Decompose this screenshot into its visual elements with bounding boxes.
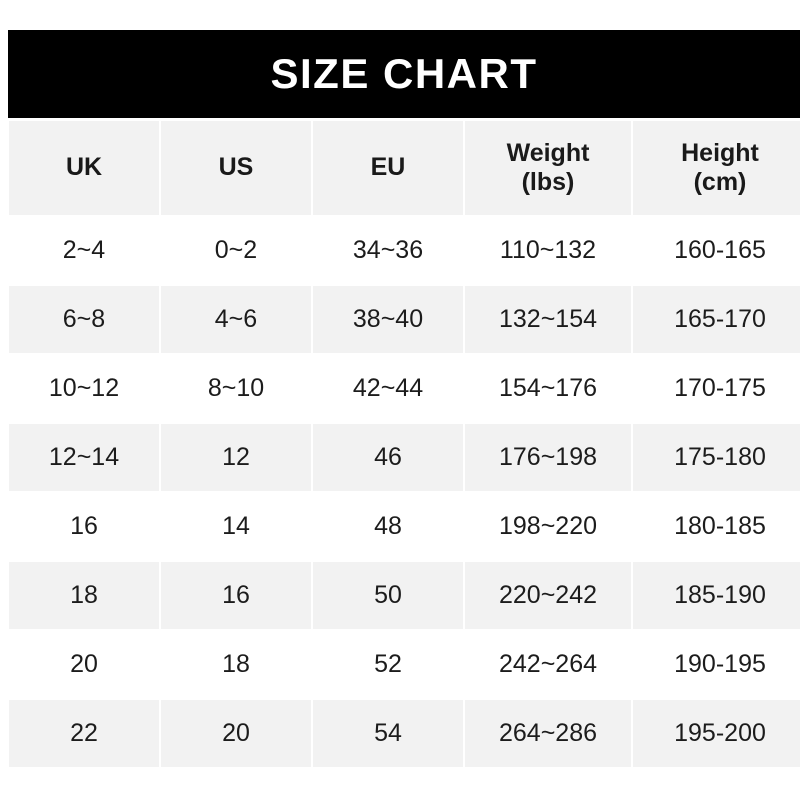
cell-us: 0~2 [161,217,311,284]
cell-uk: 22 [9,700,159,767]
table-row: 22 20 54 264~286 195-200 [9,700,800,767]
cell-eu: 52 [313,631,463,698]
cell-weight: 220~242 [465,562,631,629]
cell-height: 170-175 [633,355,800,422]
cell-eu: 34~36 [313,217,463,284]
cell-height: 180-185 [633,493,800,560]
cell-us: 14 [161,493,311,560]
column-header-eu: EU [313,121,463,215]
size-chart-table: UK US EU Weight (lbs) Height (cm) [7,119,800,769]
cell-us: 4~6 [161,286,311,353]
cell-uk: 16 [9,493,159,560]
cell-weight: 198~220 [465,493,631,560]
table-header: UK US EU Weight (lbs) Height (cm) [9,121,800,215]
cell-weight: 176~198 [465,424,631,491]
table-row: 6~8 4~6 38~40 132~154 165-170 [9,286,800,353]
column-header-uk-line1: UK [65,153,103,182]
cell-weight: 242~264 [465,631,631,698]
table-row: 18 16 50 220~242 185-190 [9,562,800,629]
cell-height: 195-200 [633,700,800,767]
cell-uk: 12~14 [9,424,159,491]
cell-uk: 20 [9,631,159,698]
table-row: 10~12 8~10 42~44 154~176 170-175 [9,355,800,422]
cell-us: 8~10 [161,355,311,422]
cell-height: 160-165 [633,217,800,284]
cell-height: 165-170 [633,286,800,353]
cell-uk: 2~4 [9,217,159,284]
cell-height: 190-195 [633,631,800,698]
cell-eu: 42~44 [313,355,463,422]
table-row: 2~4 0~2 34~36 110~132 160-165 [9,217,800,284]
column-header-weight-line1: Weight [506,138,590,167]
cell-us: 18 [161,631,311,698]
cell-us: 12 [161,424,311,491]
header-row: UK US EU Weight (lbs) Height (cm) [9,121,800,215]
column-header-uk: UK [9,121,159,215]
column-header-weight-line2: (lbs) [521,168,575,196]
column-header-us: US [161,121,311,215]
column-header-height: Height (cm) [633,121,800,215]
cell-eu: 48 [313,493,463,560]
table-row: 20 18 52 242~264 190-195 [9,631,800,698]
cell-uk: 10~12 [9,355,159,422]
cell-weight: 264~286 [465,700,631,767]
cell-eu: 46 [313,424,463,491]
cell-eu: 54 [313,700,463,767]
cell-weight: 110~132 [465,217,631,284]
column-header-height-line1: Height [681,138,759,167]
cell-height: 175-180 [633,424,800,491]
table-body: 2~4 0~2 34~36 110~132 160-165 6~8 4~6 38… [9,217,800,767]
cell-weight: 132~154 [465,286,631,353]
cell-uk: 18 [9,562,159,629]
chart-title-bar: SIZE CHART [8,30,800,118]
cell-eu: 50 [313,562,463,629]
column-header-height-line2: (cm) [693,168,747,196]
column-header-eu-line1: EU [370,153,406,182]
cell-height: 185-190 [633,562,800,629]
cell-uk: 6~8 [9,286,159,353]
cell-us: 16 [161,562,311,629]
page-title: SIZE CHART [270,50,538,97]
column-header-weight: Weight (lbs) [465,121,631,215]
cell-eu: 38~40 [313,286,463,353]
table-row: 16 14 48 198~220 180-185 [9,493,800,560]
table-row: 12~14 12 46 176~198 175-180 [9,424,800,491]
cell-weight: 154~176 [465,355,631,422]
column-header-us-line1: US [218,153,254,182]
cell-us: 20 [161,700,311,767]
